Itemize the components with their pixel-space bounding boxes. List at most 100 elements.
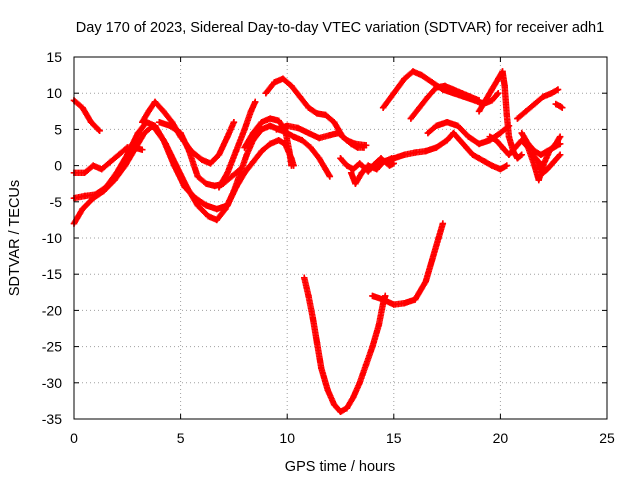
data-point <box>258 118 265 126</box>
data-point <box>330 401 338 408</box>
data-point <box>198 156 206 164</box>
data-point <box>559 104 566 111</box>
data-point <box>401 151 408 158</box>
data-point <box>373 166 380 173</box>
y-axis-label: SDTVAR / TECUs <box>7 180 23 296</box>
data-point <box>352 140 359 148</box>
series-arc-16 <box>379 129 510 173</box>
data-point <box>443 118 451 126</box>
y-tick-label: -30 <box>42 375 62 391</box>
data-point <box>463 144 470 151</box>
data-point <box>371 160 378 168</box>
data-point <box>379 104 387 111</box>
data-point <box>531 100 538 108</box>
data-point <box>362 361 370 368</box>
data-point <box>475 108 483 115</box>
data-point <box>369 292 376 300</box>
data-point <box>343 162 351 169</box>
data-point <box>335 129 342 137</box>
chart-title: Day 170 of 2023, Sidereal Day-to-day VTE… <box>76 20 604 36</box>
x-tick-label: 15 <box>386 430 402 446</box>
data-point <box>550 158 557 166</box>
series-arc-11 <box>290 133 334 180</box>
data-point <box>428 256 436 263</box>
data-point <box>488 86 496 93</box>
data-point <box>548 90 555 97</box>
data-point <box>224 169 231 177</box>
data-point <box>230 118 238 126</box>
data-point <box>215 184 223 191</box>
data-point <box>356 160 363 167</box>
data-point <box>535 176 542 184</box>
data-point <box>499 144 506 151</box>
data-point <box>482 97 489 104</box>
data-point <box>149 122 157 129</box>
y-tick-label: 0 <box>54 158 62 174</box>
x-axis-label: GPS time / hours <box>285 459 395 475</box>
data-point <box>288 162 295 169</box>
data-point <box>288 82 295 90</box>
y-tick-label: -20 <box>42 302 62 318</box>
data-point <box>469 151 476 158</box>
data-point <box>465 133 472 140</box>
data-point <box>315 134 323 142</box>
data-point <box>433 84 440 91</box>
data-point <box>503 162 510 169</box>
series-markers <box>70 97 103 135</box>
data-point <box>266 115 274 122</box>
data-point <box>305 292 312 300</box>
data-point <box>343 404 351 412</box>
data-point <box>531 162 538 169</box>
data-point <box>379 158 387 166</box>
data-point <box>365 162 372 169</box>
data-point <box>401 75 408 82</box>
data-point <box>96 127 103 135</box>
data-point <box>501 82 508 90</box>
data-point <box>326 173 334 180</box>
data-point <box>224 133 231 140</box>
data-point <box>79 104 86 111</box>
data-point <box>486 133 493 140</box>
data-point <box>318 365 325 372</box>
series-arc-8 <box>241 115 295 169</box>
data-point <box>194 202 201 209</box>
data-point <box>258 126 265 133</box>
series-arc-22 <box>514 86 562 122</box>
data-point <box>145 108 152 115</box>
data-point <box>81 192 88 200</box>
data-point <box>249 158 257 166</box>
data-point <box>458 90 466 97</box>
data-point <box>475 155 483 162</box>
data-point <box>243 151 250 158</box>
data-point <box>356 379 363 386</box>
data-point <box>284 122 291 129</box>
data-point <box>375 321 383 329</box>
data-point <box>228 173 235 180</box>
data-point <box>301 274 308 282</box>
series-markers <box>290 133 334 180</box>
data-point <box>79 205 86 213</box>
series-arc-23 <box>518 129 564 158</box>
data-point <box>377 155 385 162</box>
data-point <box>482 158 489 166</box>
tick-labels: 0 5 10 15 20 25 -35 -30 -25 -20 -15 -10 -5 0 5 10 15 <box>42 49 615 446</box>
series-markers <box>369 220 447 308</box>
data-point <box>497 129 504 137</box>
data-points <box>70 68 566 415</box>
data-point <box>424 129 432 137</box>
data-point <box>379 296 387 303</box>
series-arc-2 <box>70 144 146 177</box>
data-point <box>205 213 212 220</box>
data-point <box>454 122 461 129</box>
data-point <box>215 151 223 158</box>
data-point <box>495 90 502 97</box>
data-point <box>544 166 551 173</box>
series-arc-18 <box>407 82 483 122</box>
data-point <box>411 296 419 303</box>
data-point <box>115 151 122 158</box>
data-point <box>409 68 417 75</box>
data-point <box>556 133 564 140</box>
x-tick-label: 25 <box>599 430 615 446</box>
data-point <box>343 137 351 144</box>
data-point <box>518 151 525 158</box>
